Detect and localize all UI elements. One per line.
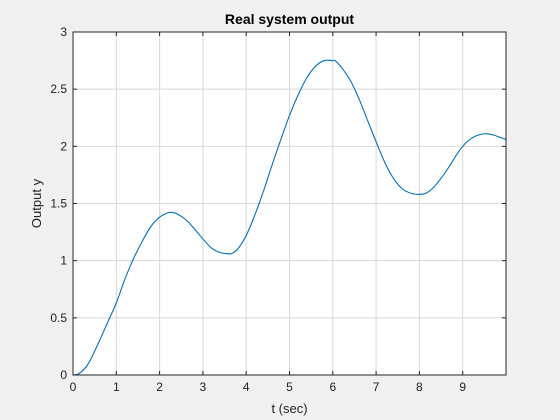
x-tick-label: 8 bbox=[416, 380, 423, 394]
y-tick-label: 1 bbox=[60, 254, 67, 268]
x-tick-labels: 0 1 2 3 4 5 6 7 8 9 bbox=[70, 380, 467, 394]
y-tick-labels: 0 0.5 1 1.5 2 2.5 3 bbox=[50, 25, 67, 382]
x-tick-label: 2 bbox=[156, 380, 163, 394]
y-tick-label: 3 bbox=[60, 25, 67, 39]
y-tick-label: 0 bbox=[60, 368, 67, 382]
grid-lines bbox=[73, 32, 506, 375]
x-tick-label: 0 bbox=[70, 380, 77, 394]
tick-marks bbox=[72, 31, 506, 376]
x-tick-label: 7 bbox=[373, 380, 380, 394]
x-tick-label: 4 bbox=[243, 380, 250, 394]
y-tick-label: 2.5 bbox=[50, 82, 67, 96]
x-tick-label: 3 bbox=[200, 380, 207, 394]
x-axis-label: t (sec) bbox=[271, 401, 307, 416]
x-tick-label: 9 bbox=[459, 380, 466, 394]
y-tick-label: 2 bbox=[60, 139, 67, 153]
y-axis-label: Output y bbox=[29, 178, 44, 228]
series-group bbox=[72, 59, 507, 376]
x-tick-label: 5 bbox=[286, 380, 293, 394]
y-tick-label: 0.5 bbox=[50, 311, 67, 325]
x-tick-label: 6 bbox=[329, 380, 336, 394]
chart-title: Real system output bbox=[225, 11, 354, 27]
x-tick-label: 1 bbox=[113, 380, 120, 394]
series-line bbox=[72, 59, 507, 376]
y-tick-label: 1.5 bbox=[50, 197, 67, 211]
